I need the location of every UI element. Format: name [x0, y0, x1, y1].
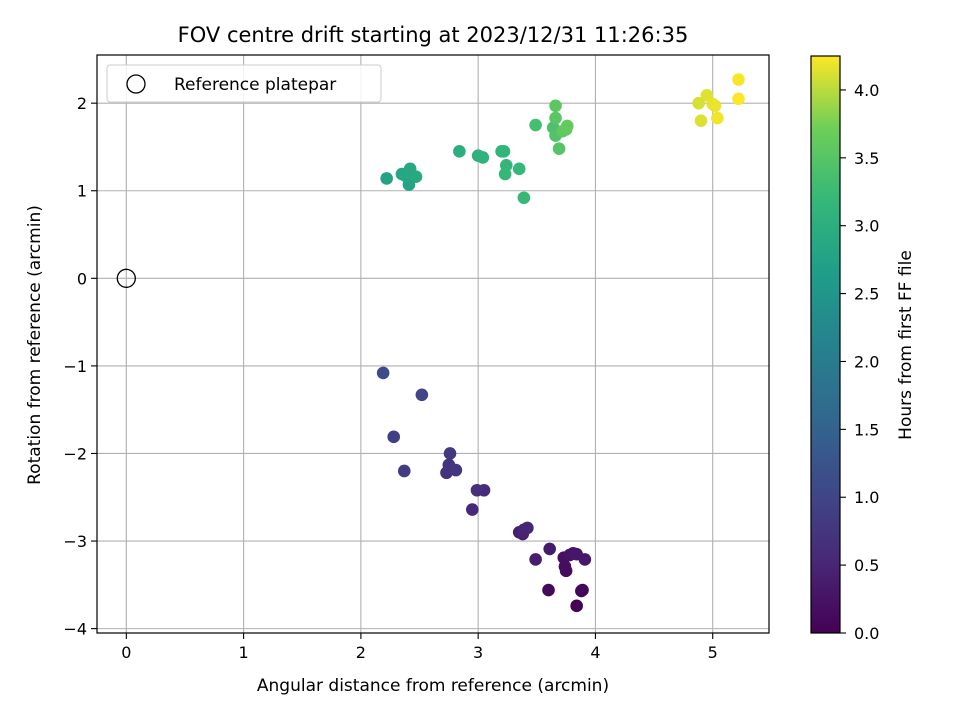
data-point: [732, 92, 745, 106]
data-point: [517, 191, 531, 205]
x-tick-label: 0: [121, 643, 131, 662]
colorbar: 0.0 0.5 1.0 1.5 2.0 2.5 3.0 3.5 4.0 Hours from f…: [810, 55, 916, 643]
data-point: [443, 447, 457, 460]
plot-area-frame: [96, 54, 770, 634]
data-point: [512, 162, 526, 176]
data-point: [415, 388, 429, 402]
data-point: [576, 583, 589, 597]
data-point: [549, 99, 562, 113]
data-point: [570, 599, 583, 613]
data-point: [578, 553, 592, 566]
data-point: [521, 521, 534, 535]
data-point: [498, 167, 512, 181]
data-point: [376, 366, 390, 380]
x-axis-label: Angular distance from reference (arcmin): [257, 676, 609, 696]
y-tick-label: −1: [63, 357, 87, 376]
data-point: [543, 542, 556, 556]
data-point: [694, 114, 708, 127]
data-point: [529, 553, 542, 566]
data-point: [560, 119, 574, 133]
data-point: [497, 145, 511, 158]
reference-point: [116, 268, 136, 288]
colorbar-tick-label: 3.0: [854, 217, 879, 236]
colorbar-tick-label: 2.0: [854, 352, 879, 371]
data-point: [465, 503, 479, 516]
colorbar-tick-label: 0.0: [854, 624, 879, 643]
data-point: [397, 464, 411, 478]
y-tick-label: −2: [63, 444, 87, 463]
data-point: [409, 170, 423, 184]
legend-marker: [126, 74, 146, 94]
data-point: [476, 151, 490, 164]
data-point: [711, 111, 724, 125]
colorbar-tick-label: 0.5: [854, 556, 879, 575]
x-tick-label: 1: [239, 643, 249, 662]
data-point: [692, 96, 705, 110]
data-point: [542, 583, 555, 597]
data-point: [449, 463, 463, 477]
gridlines: [97, 55, 769, 633]
data-point: [708, 99, 722, 113]
data-point: [380, 172, 393, 185]
y-tick-label: 0: [77, 269, 87, 288]
data-point: [453, 145, 466, 158]
data-point: [732, 73, 745, 86]
data-point: [470, 483, 484, 497]
y-axis-label: Rotation from reference (arcmin): [25, 205, 45, 485]
x-tick-label: 2: [356, 643, 366, 662]
colorbar-ticks: 0.0 0.5 1.0 1.5 2.0 2.5 3.0 3.5 4.0: [840, 81, 879, 643]
colorbar-frame: [810, 55, 841, 634]
data-point: [529, 118, 542, 132]
data-point: [387, 430, 401, 444]
y-tick-label: 2: [77, 94, 87, 113]
legend-entry-label: Reference platepar: [174, 75, 336, 95]
y-tick-label: 1: [77, 182, 87, 201]
y-tick-label: −3: [63, 532, 87, 551]
colorbar-label: Hours from first FF file: [896, 250, 916, 440]
y-tick-label: −4: [63, 620, 87, 639]
data-point: [549, 111, 562, 125]
chart-title: FOV centre drift starting at 2023/12/31 …: [178, 23, 689, 47]
colorbar-tick-label: 1.0: [854, 488, 879, 507]
colorbar-tick-label: 2.5: [854, 285, 879, 304]
data-point: [552, 142, 566, 156]
legend: Reference platepar: [106, 64, 382, 103]
data-points: [116, 73, 745, 613]
colorbar-tick-label: 4.0: [854, 81, 879, 100]
colorbar-tick-label: 3.5: [854, 149, 879, 168]
x-tick-label: 5: [708, 643, 718, 662]
colorbar-gradient: [811, 56, 840, 633]
legend-box: [106, 64, 382, 103]
colorbar-tick-label: 1.5: [854, 420, 879, 439]
axis-ticks: 0 1 2 3 4 5 −4 −3 −2 −1 0 1 2: [63, 94, 717, 662]
x-tick-label: 3: [473, 643, 483, 662]
x-tick-label: 4: [590, 643, 600, 662]
